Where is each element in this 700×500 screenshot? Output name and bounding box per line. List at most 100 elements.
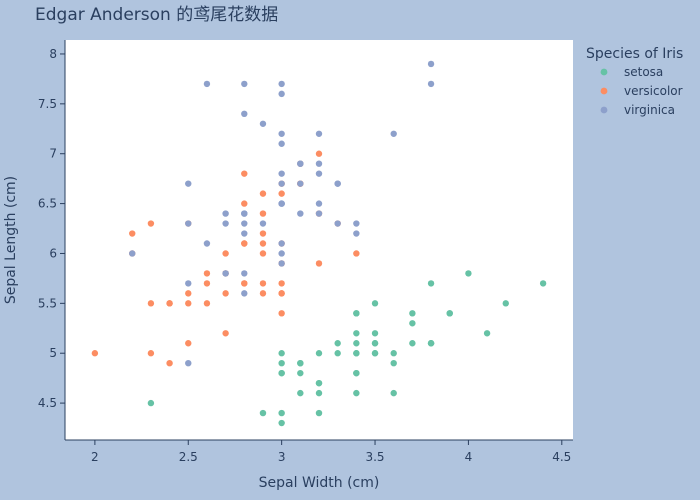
point-versicolor[interactable] [278, 280, 285, 287]
point-setosa[interactable] [371, 350, 379, 357]
point-setosa[interactable] [446, 310, 453, 317]
point-virginica[interactable] [185, 220, 192, 227]
point-virginica[interactable] [203, 80, 211, 88]
point-virginica[interactable] [334, 220, 341, 227]
point-versicolor[interactable] [222, 250, 229, 257]
point-versicolor[interactable] [259, 250, 267, 257]
point-versicolor[interactable] [203, 300, 211, 307]
point-setosa[interactable] [390, 389, 397, 397]
point-virginica[interactable] [259, 220, 267, 227]
point-versicolor[interactable] [241, 240, 248, 247]
point-versicolor[interactable] [203, 270, 211, 277]
point-versicolor[interactable] [353, 250, 360, 257]
point-virginica[interactable] [203, 240, 211, 247]
point-versicolor[interactable] [278, 190, 285, 197]
point-versicolor[interactable] [241, 280, 248, 287]
point-versicolor[interactable] [278, 290, 285, 297]
point-virginica[interactable] [315, 160, 323, 167]
point-virginica[interactable] [390, 130, 397, 137]
point-versicolor[interactable] [147, 300, 155, 307]
point-virginica[interactable] [315, 200, 323, 207]
point-versicolor[interactable] [166, 359, 173, 367]
point-virginica[interactable] [297, 210, 304, 217]
legend[interactable]: Species of Iris setosa versicolor virginic… [586, 46, 683, 117]
point-virginica[interactable] [185, 180, 192, 187]
point-setosa[interactable] [334, 340, 341, 347]
point-versicolor[interactable] [259, 210, 267, 217]
point-virginica[interactable] [278, 240, 285, 247]
point-virginica[interactable] [278, 90, 285, 98]
point-versicolor[interactable] [259, 280, 267, 287]
point-virginica[interactable] [427, 80, 435, 88]
point-setosa[interactable] [390, 350, 397, 357]
point-versicolor[interactable] [203, 280, 211, 287]
point-setosa[interactable] [353, 369, 360, 377]
point-setosa[interactable] [278, 419, 285, 427]
point-virginica[interactable] [241, 270, 248, 277]
point-virginica[interactable] [241, 110, 248, 118]
point-versicolor[interactable] [241, 170, 248, 177]
point-setosa[interactable] [334, 350, 341, 357]
point-setosa[interactable] [297, 359, 304, 367]
point-versicolor[interactable] [241, 200, 248, 207]
point-setosa[interactable] [278, 359, 285, 367]
point-setosa[interactable] [315, 350, 323, 357]
point-setosa[interactable] [278, 369, 285, 377]
point-versicolor[interactable] [259, 190, 267, 197]
point-virginica[interactable] [222, 270, 229, 277]
point-virginica[interactable] [222, 210, 229, 217]
point-versicolor[interactable] [315, 260, 323, 267]
point-setosa[interactable] [539, 280, 547, 287]
point-virginica[interactable] [334, 180, 341, 187]
point-virginica[interactable] [278, 170, 285, 177]
point-virginica[interactable] [353, 220, 360, 227]
point-virginica[interactable] [353, 230, 360, 237]
point-setosa[interactable] [502, 300, 509, 307]
point-setosa[interactable] [427, 340, 435, 347]
point-setosa[interactable] [147, 399, 155, 407]
point-virginica[interactable] [278, 250, 285, 257]
point-virginica[interactable] [241, 230, 248, 237]
point-setosa[interactable] [259, 409, 267, 417]
point-setosa[interactable] [297, 389, 304, 397]
point-virginica[interactable] [241, 220, 248, 227]
point-setosa[interactable] [483, 330, 491, 337]
point-virginica[interactable] [427, 60, 435, 68]
point-versicolor[interactable] [91, 350, 99, 357]
point-setosa[interactable] [409, 310, 416, 317]
point-versicolor[interactable] [166, 300, 173, 307]
point-virginica[interactable] [241, 80, 248, 88]
point-versicolor[interactable] [222, 290, 229, 297]
point-versicolor[interactable] [259, 230, 267, 237]
point-versicolor[interactable] [129, 230, 136, 237]
point-virginica[interactable] [315, 130, 323, 137]
point-virginica[interactable] [185, 280, 192, 287]
point-virginica[interactable] [278, 130, 285, 137]
point-setosa[interactable] [409, 340, 416, 347]
point-setosa[interactable] [465, 270, 472, 277]
point-setosa[interactable] [315, 379, 323, 387]
point-versicolor[interactable] [315, 150, 323, 157]
point-setosa[interactable] [353, 330, 360, 337]
point-virginica[interactable] [278, 260, 285, 267]
point-virginica[interactable] [185, 359, 192, 367]
point-virginica[interactable] [297, 160, 304, 167]
point-versicolor[interactable] [222, 330, 229, 337]
point-setosa[interactable] [371, 340, 379, 347]
point-versicolor[interactable] [147, 220, 155, 227]
point-virginica[interactable] [278, 80, 285, 88]
point-setosa[interactable] [427, 280, 435, 287]
point-setosa[interactable] [371, 330, 379, 337]
point-virginica[interactable] [315, 210, 323, 217]
point-setosa[interactable] [353, 340, 360, 347]
point-setosa[interactable] [315, 389, 323, 397]
point-virginica[interactable] [297, 180, 304, 187]
point-setosa[interactable] [371, 300, 379, 307]
point-setosa[interactable] [297, 369, 304, 377]
point-setosa[interactable] [409, 320, 416, 327]
point-setosa[interactable] [278, 350, 285, 357]
point-setosa[interactable] [278, 409, 285, 417]
point-setosa[interactable] [353, 350, 360, 357]
point-virginica[interactable] [315, 170, 323, 177]
point-virginica[interactable] [278, 200, 285, 207]
